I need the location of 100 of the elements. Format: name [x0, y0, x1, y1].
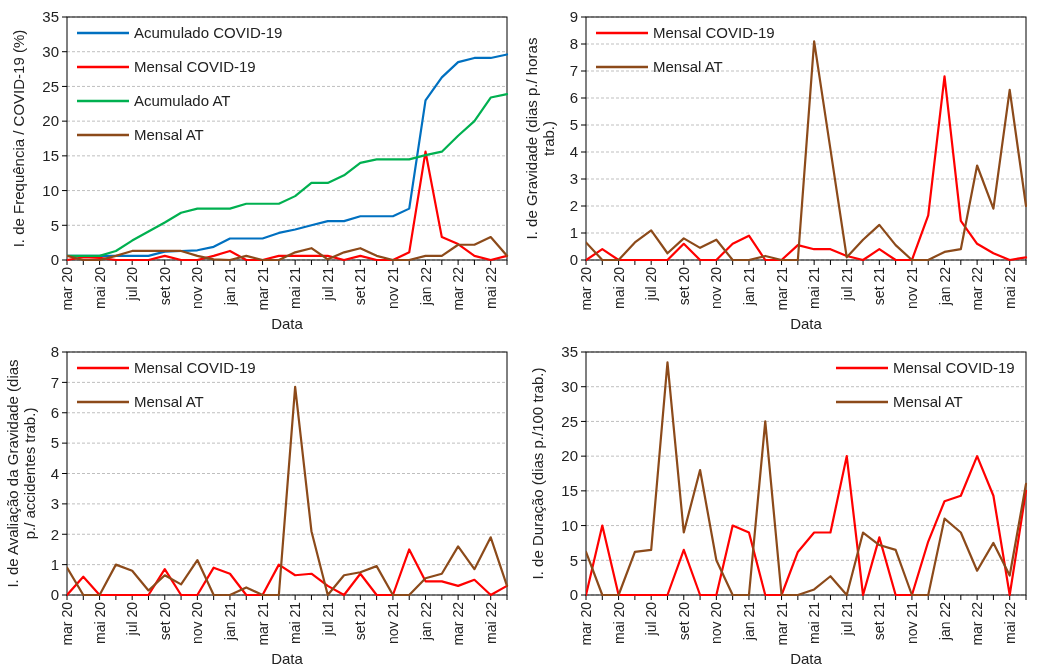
x-tick-label: mar 20	[59, 266, 75, 311]
y-tick-label: 8	[569, 35, 578, 53]
y-axis-title: I. de Duração (dias p./100 trab.)	[529, 367, 546, 580]
y-tick-label: 20	[42, 112, 59, 130]
x-tick-label: jul 21	[319, 601, 336, 637]
y-tick-label: 3	[50, 495, 59, 513]
x-tick-label: mar 20	[578, 601, 594, 646]
x-tick-label: jul 21	[838, 266, 855, 302]
x-tick-label: mai 20	[610, 601, 627, 645]
y-tick-label: 10	[561, 516, 578, 534]
line-series	[67, 150, 509, 262]
x-axis-title: Data	[790, 315, 823, 332]
x-tick-label: nov 20	[189, 266, 206, 310]
legend-label: Mensal COVID-19	[653, 24, 775, 42]
x-tick-label: nov 21	[384, 601, 401, 645]
y-tick-label: 0	[569, 251, 578, 269]
x-tick-label: jan 22	[417, 601, 434, 642]
x-tick-label: set 21	[871, 266, 888, 306]
x-tick-label: jan 21	[221, 601, 238, 642]
x-tick-label: jan 22	[417, 266, 434, 307]
legend-label: Mensal AT	[653, 58, 723, 76]
x-tick-label: set 21	[352, 266, 369, 306]
x-tick-label: nov 21	[903, 266, 920, 310]
x-tick-label: set 20	[156, 601, 173, 641]
x-tick-label: mar 22	[969, 266, 986, 311]
x-tick-label: mar 22	[969, 601, 986, 646]
y-tick-label: 0	[50, 251, 59, 269]
y-tick-label: 6	[50, 404, 59, 421]
y-tick-label: 2	[50, 525, 59, 543]
legend-label: Mensal AT	[134, 126, 204, 144]
y-tick-label: 3	[569, 170, 578, 188]
y-tick-label: 15	[42, 147, 59, 165]
legend-label: Mensal COVID-19	[134, 359, 256, 377]
x-tick-label: jan 21	[740, 601, 757, 642]
x-tick-label: set 20	[675, 266, 692, 306]
x-tick-label: mai 22	[482, 601, 499, 645]
x-tick-label: jul 21	[319, 266, 336, 302]
x-tick-label: mar 21	[254, 266, 271, 311]
x-tick-label: jul 20	[124, 601, 141, 637]
x-tick-label: nov 20	[708, 601, 725, 645]
y-tick-label: 0	[569, 586, 578, 604]
x-tick-label: mar 20	[578, 266, 594, 311]
x-tick-label: mar 21	[773, 601, 790, 646]
line-series	[586, 361, 1028, 597]
x-tick-label: set 20	[675, 601, 692, 641]
y-tick-label: 5	[50, 216, 59, 234]
x-tick-label: mai 21	[806, 266, 823, 310]
y-tick-label: 20	[561, 447, 578, 465]
x-axis-title: Data	[790, 650, 823, 667]
y-tick-label: 4	[50, 464, 59, 482]
x-tick-label: jan 22	[936, 266, 953, 307]
x-tick-label: jan 21	[740, 266, 757, 307]
y-tick-label: 0	[50, 586, 59, 604]
line-series	[67, 92, 509, 257]
y-tick-label: 1	[569, 224, 578, 242]
x-tick-label: mar 20	[59, 601, 75, 646]
x-axis-title: Data	[271, 650, 304, 667]
x-tick-label: mai 20	[91, 601, 108, 645]
y-tick-label: 30	[561, 377, 578, 395]
x-tick-label: jul 21	[838, 601, 855, 637]
y-tick-label: 5	[569, 551, 578, 569]
y-axis-title: I. de Gravidade (dias p./ horas trab.)	[523, 37, 557, 240]
line-series	[67, 548, 509, 597]
legend-label: Acumulado COVID-19	[134, 24, 283, 42]
x-tick-label: mai 22	[1001, 266, 1018, 310]
legend-label: Mensal AT	[893, 393, 963, 411]
x-tick-label: mai 22	[482, 266, 499, 310]
x-tick-label: set 21	[352, 601, 369, 641]
x-tick-label: jul 20	[124, 266, 141, 302]
y-tick-label: 7	[569, 62, 578, 80]
y-tick-label: 10	[42, 181, 59, 199]
x-tick-label: mai 20	[610, 266, 627, 310]
legend-label: Mensal COVID-19	[893, 359, 1015, 377]
x-tick-label: jan 21	[221, 266, 238, 307]
y-axis-title: I. de Avaliação da Gravidade (dias p./ accidentes trab.)	[4, 359, 38, 588]
x-axis-title: Data	[271, 315, 304, 332]
y-tick-label: 2	[569, 197, 578, 215]
x-tick-label: mai 20	[91, 266, 108, 310]
legend-label: Mensal COVID-19	[134, 58, 256, 76]
y-tick-label: 35	[561, 343, 578, 361]
x-tick-label: mai 21	[287, 266, 304, 310]
x-tick-label: nov 20	[708, 266, 725, 310]
y-axis-title: I. de Frequência / COVID-19 (%)	[10, 29, 27, 248]
x-tick-label: mai 21	[806, 601, 823, 645]
x-tick-label: set 20	[156, 266, 173, 306]
x-tick-label: nov 20	[189, 601, 206, 645]
y-tick-label: 25	[561, 412, 578, 430]
x-tick-label: mai 21	[287, 601, 304, 645]
line-series	[67, 235, 509, 262]
x-tick-label: jan 22	[936, 601, 953, 642]
x-tick-label: nov 21	[903, 601, 920, 645]
y-tick-label: 6	[569, 89, 578, 107]
line-series	[586, 40, 1028, 262]
legend-label: Acumulado AT	[134, 92, 231, 110]
y-tick-label: 7	[50, 373, 59, 391]
y-tick-label: 35	[42, 8, 59, 26]
y-tick-label: 5	[50, 434, 59, 452]
x-tick-label: mai 22	[1001, 601, 1018, 645]
y-tick-label: 25	[42, 77, 59, 95]
y-tick-label: 5	[569, 116, 578, 134]
